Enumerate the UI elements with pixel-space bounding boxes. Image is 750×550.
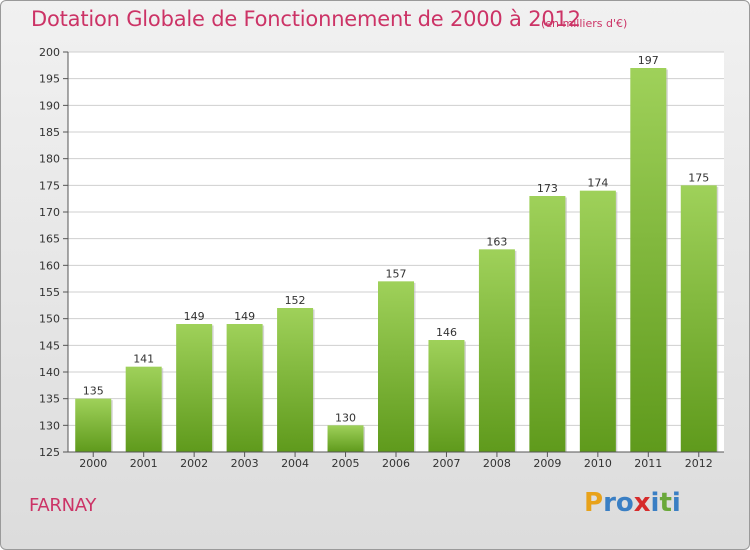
brand-logo-letter: o [615, 488, 634, 518]
bar [125, 366, 162, 452]
y-tick-label: 195 [39, 73, 60, 86]
data-label: 146 [436, 326, 457, 339]
x-tick-label: 2000 [79, 457, 107, 470]
bar [277, 308, 314, 452]
y-tick-label: 170 [39, 206, 60, 219]
bar [327, 425, 364, 452]
brand-logo-letter: i [671, 488, 681, 518]
data-label: 130 [335, 411, 356, 424]
brand-logo-letter: t [659, 488, 672, 518]
y-tick-label: 150 [39, 313, 60, 326]
bar [579, 190, 616, 452]
data-label: 163 [486, 235, 507, 248]
x-tick-label: 2009 [533, 457, 561, 470]
data-label: 135 [83, 385, 104, 398]
bar [478, 249, 515, 452]
data-label: 175 [688, 171, 709, 184]
bar [630, 68, 667, 452]
bar [378, 281, 414, 452]
y-tick-label: 180 [39, 153, 60, 166]
data-label: 149 [184, 310, 205, 323]
brand-logo-letter: i [650, 488, 660, 518]
bar [176, 324, 213, 452]
y-tick-label: 130 [39, 419, 60, 432]
x-tick-label: 2008 [483, 457, 511, 470]
x-tick-label: 2007 [432, 457, 460, 470]
y-tick-label: 125 [39, 446, 60, 459]
y-tick-label: 190 [39, 99, 60, 112]
y-tick-label: 135 [39, 393, 60, 406]
bar [75, 398, 112, 452]
x-tick-label: 2006 [382, 457, 410, 470]
bar [529, 196, 566, 452]
y-tick-label: 200 [39, 46, 60, 59]
x-tick-label: 2001 [130, 457, 158, 470]
brand-logo: Proxiti [584, 488, 681, 518]
y-tick-label: 175 [39, 179, 60, 192]
bar [680, 185, 717, 453]
x-tick-label: 2002 [180, 457, 208, 470]
data-label: 173 [537, 182, 558, 195]
data-label: 152 [285, 294, 306, 307]
brand-logo-letter: P [584, 488, 604, 518]
chart-title: Dotation Globale de Fonctionnement de 20… [31, 7, 581, 31]
y-tick-label: 155 [39, 286, 60, 299]
x-tick-label: 2004 [281, 457, 309, 470]
data-label: 157 [386, 267, 407, 280]
place-name: FARNAY [29, 495, 97, 516]
y-tick-label: 160 [39, 259, 60, 272]
x-tick-label: 2011 [634, 457, 662, 470]
data-label: 149 [234, 310, 255, 323]
brand-logo-letter: x [633, 488, 651, 518]
x-tick-label: 2003 [231, 457, 259, 470]
y-tick-label: 185 [39, 126, 60, 139]
data-label: 197 [638, 54, 659, 67]
bar [428, 340, 465, 452]
chart-subtitle: (en milliers d'€) [541, 17, 628, 30]
bar [226, 324, 263, 452]
y-tick-label: 145 [39, 339, 60, 352]
x-tick-label: 2005 [332, 457, 360, 470]
data-label: 141 [133, 353, 154, 366]
x-tick-label: 2010 [584, 457, 612, 470]
x-tick-label: 2012 [685, 457, 713, 470]
y-tick-label: 165 [39, 233, 60, 246]
brand-logo-letter: r [603, 488, 616, 518]
data-label: 174 [587, 177, 608, 190]
y-tick-label: 140 [39, 366, 60, 379]
